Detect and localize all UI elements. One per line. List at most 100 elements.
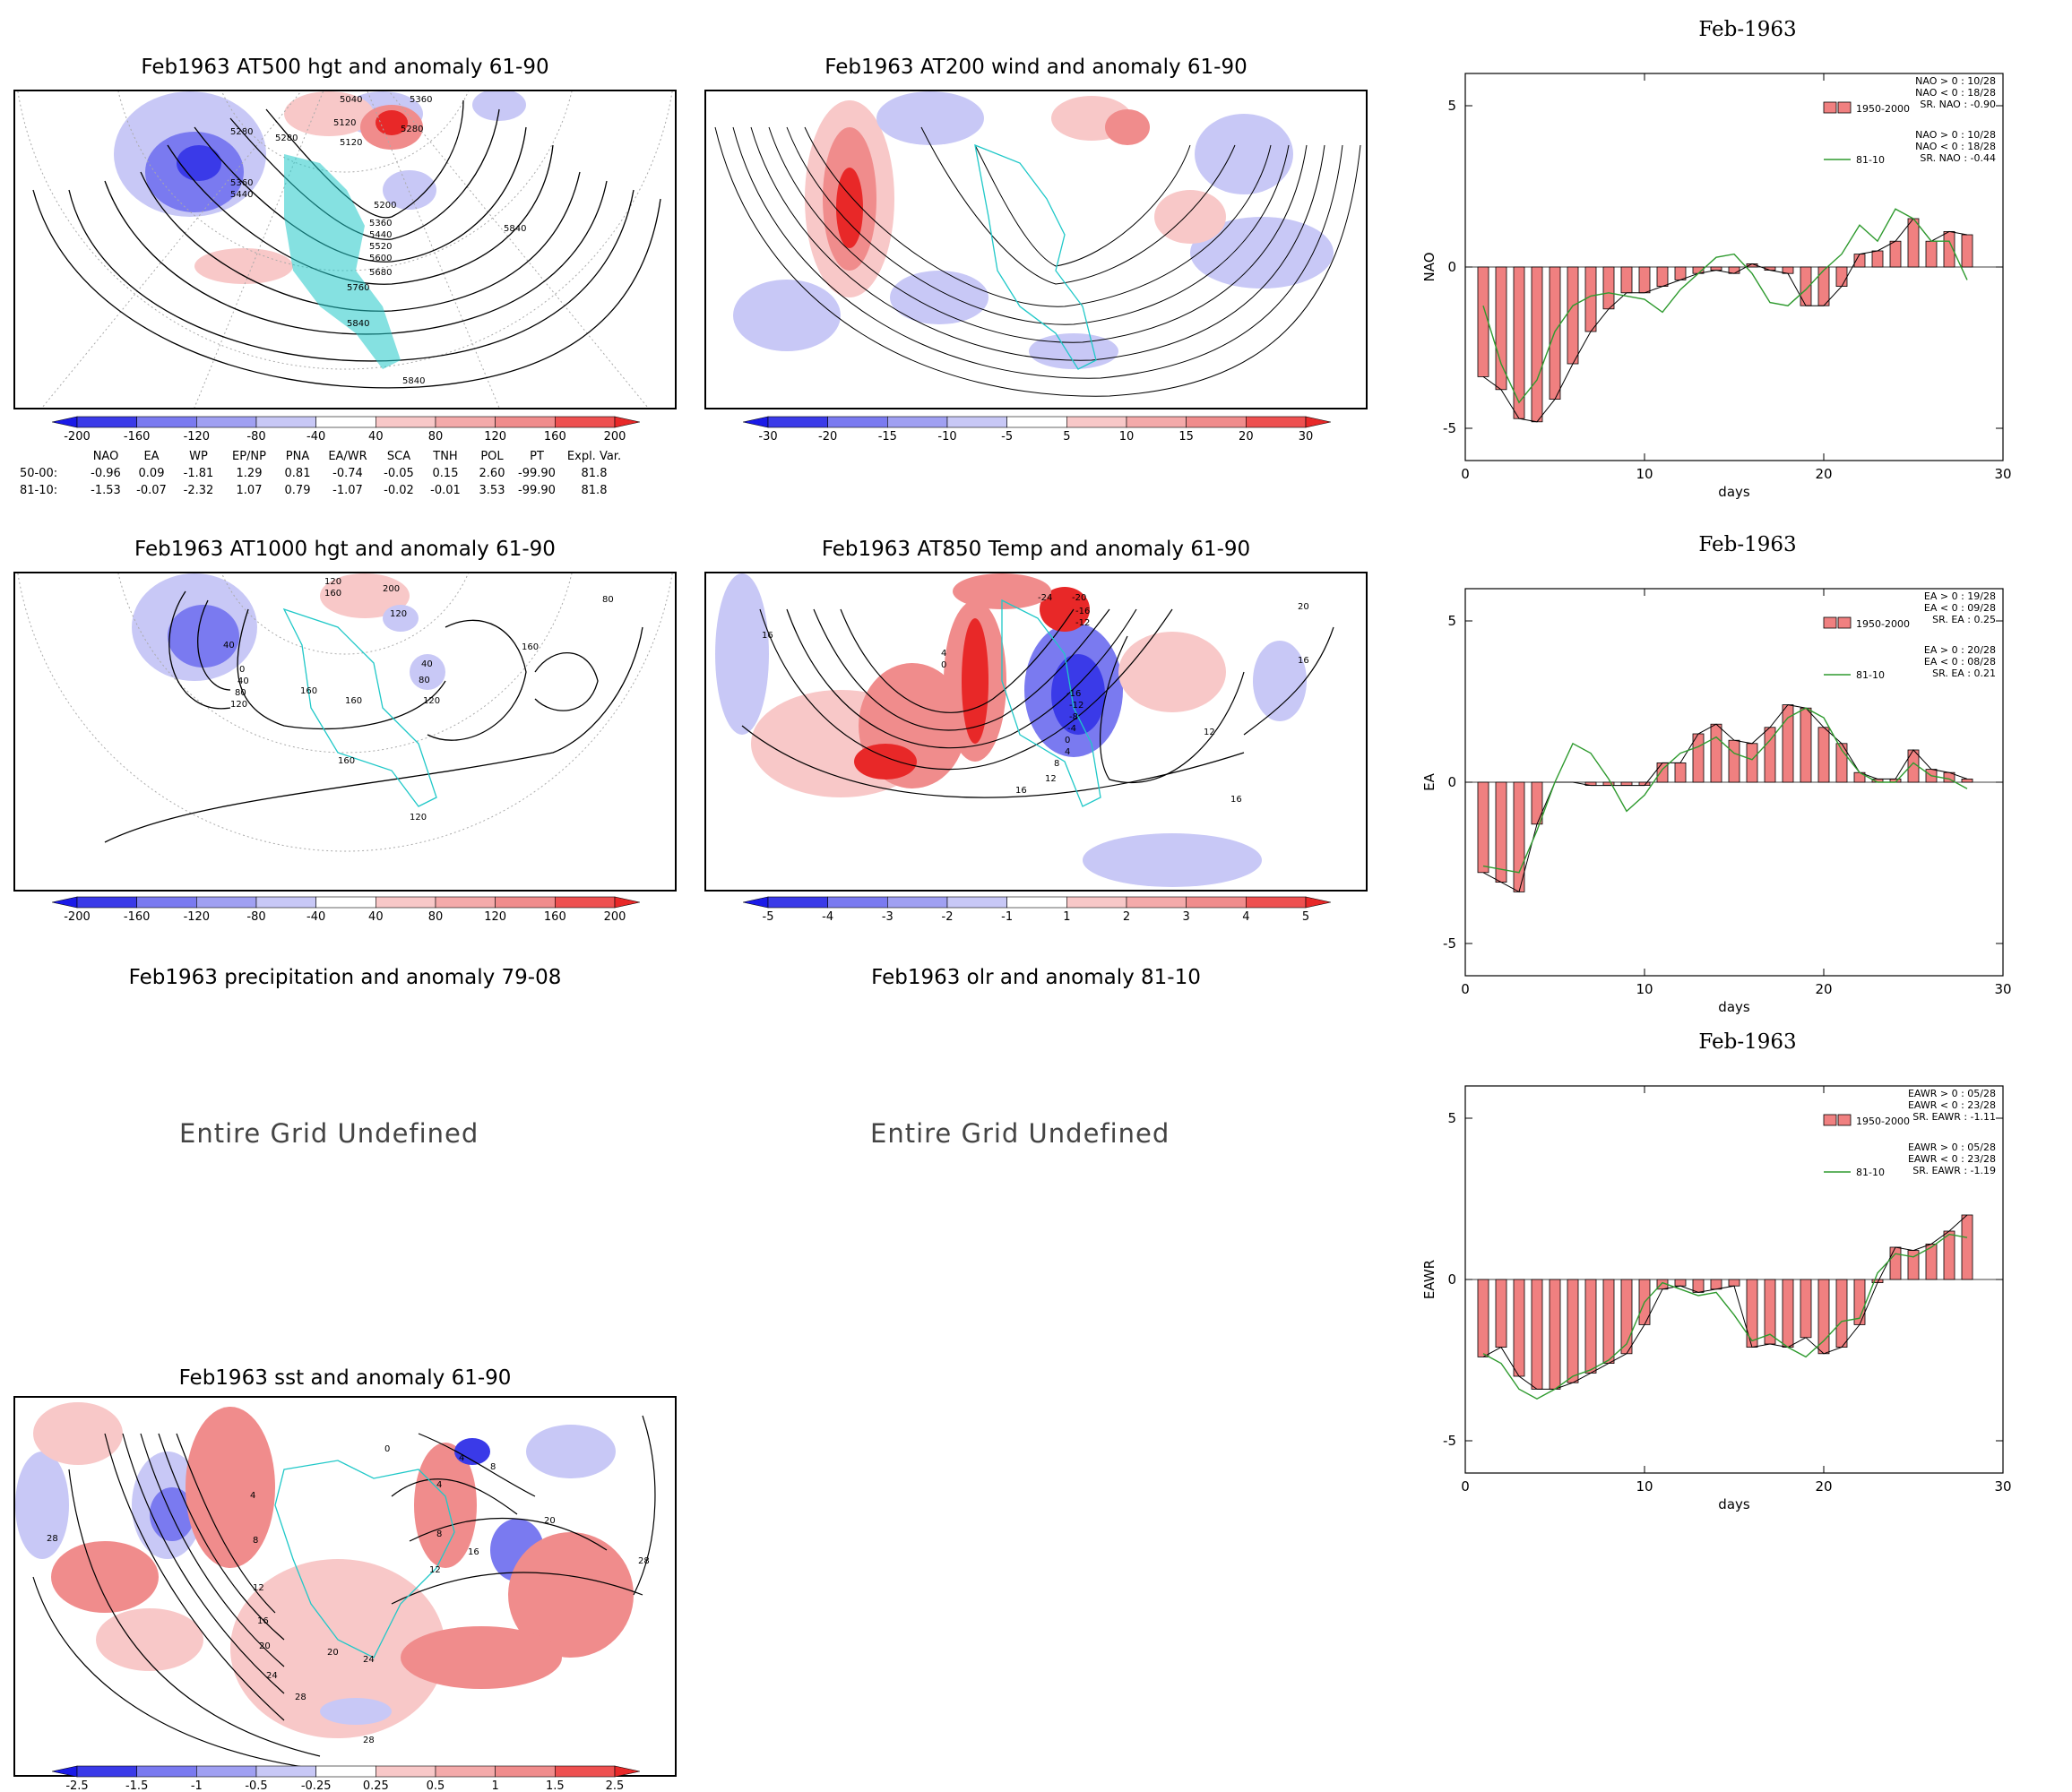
bar xyxy=(1817,266,1830,306)
bar xyxy=(1656,266,1669,288)
colorbar-swatch xyxy=(827,896,888,909)
bar-outline-line xyxy=(1482,218,1968,423)
colorbar-tick-label: 1 xyxy=(492,1779,499,1792)
colorbar-swatch xyxy=(887,416,948,428)
bar xyxy=(1549,1279,1561,1390)
colorbar-swatch xyxy=(196,416,257,428)
table-header: SCA xyxy=(386,450,411,463)
colorbar-tick-label: -1 xyxy=(1001,910,1013,924)
colorbar-swatch xyxy=(495,416,556,428)
timeseries-nao: 0 10 20 30 5 0 -5 days NAO 1950-2000 81-10 NAO > 0 … xyxy=(1421,73,2012,500)
y-axis-label: NAO xyxy=(1421,252,1437,281)
contour-label: -12 xyxy=(1069,701,1083,711)
contour-label: 5520 xyxy=(369,242,392,252)
contour-label: 5840 xyxy=(347,319,369,329)
colorbar-tick-label: 40 xyxy=(368,430,384,444)
contour-label: 12 xyxy=(429,1565,441,1575)
bar xyxy=(1925,240,1938,268)
y-tick-label: -5 xyxy=(1443,935,1456,952)
colorbar-tick-label: 2 xyxy=(1123,910,1130,924)
map-title-at200: Feb1963 AT200 wind and anomaly 61-90 xyxy=(824,56,1248,79)
colorbar-swatch xyxy=(1246,416,1307,428)
bar xyxy=(1674,266,1687,280)
colorbar-swatch xyxy=(1066,896,1127,909)
bar xyxy=(1943,1230,1955,1280)
colorbar-tick-label: 20 xyxy=(1239,430,1254,444)
colorbar-tick-label: -80 xyxy=(246,430,265,444)
colorbar-tick-label: -160 xyxy=(124,430,151,444)
series-line-81-10 xyxy=(1482,1233,1968,1400)
contour-label: -24 xyxy=(1038,593,1052,603)
colorbar-tick-label: -30 xyxy=(758,430,777,444)
table-header: PNA xyxy=(285,450,310,463)
colorbar-tick-label: -40 xyxy=(306,430,325,444)
contour-label: 12 xyxy=(1204,728,1215,737)
legend-label: 1950-2000 xyxy=(1856,618,1910,630)
contour-label: 5440 xyxy=(230,190,253,200)
contour-label: 80 xyxy=(419,676,430,685)
bar xyxy=(1620,266,1633,294)
bar xyxy=(1602,266,1615,310)
contour-label: 24 xyxy=(363,1655,375,1665)
colorbar-swatch xyxy=(1186,416,1247,428)
colorbar-tick-label: -15 xyxy=(878,430,897,444)
bar xyxy=(1620,781,1633,786)
colorbar-swatch xyxy=(827,416,888,428)
colorbar-tick-label: 120 xyxy=(484,910,506,924)
colorbar-swatch xyxy=(376,416,436,428)
y-tick-label: 0 xyxy=(1447,1271,1456,1288)
x-tick-label: 0 xyxy=(1461,981,1470,997)
bar xyxy=(1513,266,1525,419)
bar xyxy=(1477,266,1489,377)
table-header: EA/WR xyxy=(328,450,367,463)
colorbar-tick-label: 80 xyxy=(428,430,444,444)
colorbar-swatch xyxy=(887,896,948,909)
colorbar-swatch xyxy=(1305,416,1331,428)
colorbar-swatch xyxy=(136,896,197,909)
x-axis-label: days xyxy=(1718,1496,1750,1512)
teleconnection-index-table: NAO EA WP EP/NP PNA EA/WR SCA TNH POL PT… xyxy=(20,448,630,499)
legend-stat: NAO < 0 : 18/28 xyxy=(1915,141,1996,152)
contour-label: 0 xyxy=(941,660,946,670)
bar xyxy=(1961,1214,1973,1280)
bar xyxy=(1728,739,1740,783)
map-title-sst: Feb1963 sst and anomaly 61-90 xyxy=(178,1366,512,1390)
colorbar-tick-label: 200 xyxy=(604,430,626,444)
undefined-message-precip: Entire Grid Undefined xyxy=(179,1118,479,1149)
x-tick-label: 0 xyxy=(1461,1478,1470,1495)
legend-stat: NAO < 0 : 18/28 xyxy=(1915,87,1996,99)
legend-stat: SR. EA : 0.21 xyxy=(1932,668,1996,679)
contour-label: -4 xyxy=(1067,724,1076,734)
contour-label: 28 xyxy=(363,1736,375,1745)
bar xyxy=(1961,778,1973,783)
legend-swatch-bar xyxy=(1837,616,1852,629)
contour-label: 5280 xyxy=(275,134,298,143)
map-at850: 16 -24 -20 -16 -12 4 0 -16 -12 -8 -4 0 4… xyxy=(704,572,1368,892)
x-tick-label: 10 xyxy=(1636,1478,1653,1495)
contour-label: 80 xyxy=(602,595,614,605)
colorbar-tick-label: -40 xyxy=(306,910,325,924)
legend-stat: EA < 0 : 08/28 xyxy=(1924,656,1996,668)
bar xyxy=(1584,266,1597,332)
contour-label: 8 xyxy=(1054,759,1059,769)
y-tick-label: 0 xyxy=(1447,774,1456,790)
chart-title-eawr: Feb-1963 xyxy=(1698,1030,1797,1054)
contour-label: 28 xyxy=(47,1534,58,1544)
bar xyxy=(1513,781,1525,892)
bar xyxy=(1746,743,1758,783)
contour-label: 200 xyxy=(383,584,400,594)
legend-swatch-bar xyxy=(1837,1114,1852,1126)
contour-label: 5120 xyxy=(333,118,356,128)
bar xyxy=(1638,266,1651,294)
colorbar-tick-label: -0.25 xyxy=(301,1779,332,1792)
legend-swatch-bar xyxy=(1823,1114,1837,1126)
contour-label: 40 xyxy=(223,641,235,650)
colorbar-tick-label: -120 xyxy=(184,430,211,444)
table-header: WP xyxy=(189,450,208,463)
colorbar-swatch xyxy=(1006,416,1067,428)
colorbar-tick-label: 30 xyxy=(1299,430,1314,444)
contour-label: 160 xyxy=(522,642,539,652)
timeseries-eawr: 0 10 20 30 5 0 -5 days EAWR 1950-2000 81-10 EAWR > … xyxy=(1421,1085,2012,1512)
legend-stat: NAO > 0 : 10/28 xyxy=(1915,75,1996,87)
colorbar-at500: -200 -160 -120 -80 -40 40 80 120 160 200 xyxy=(52,416,640,444)
